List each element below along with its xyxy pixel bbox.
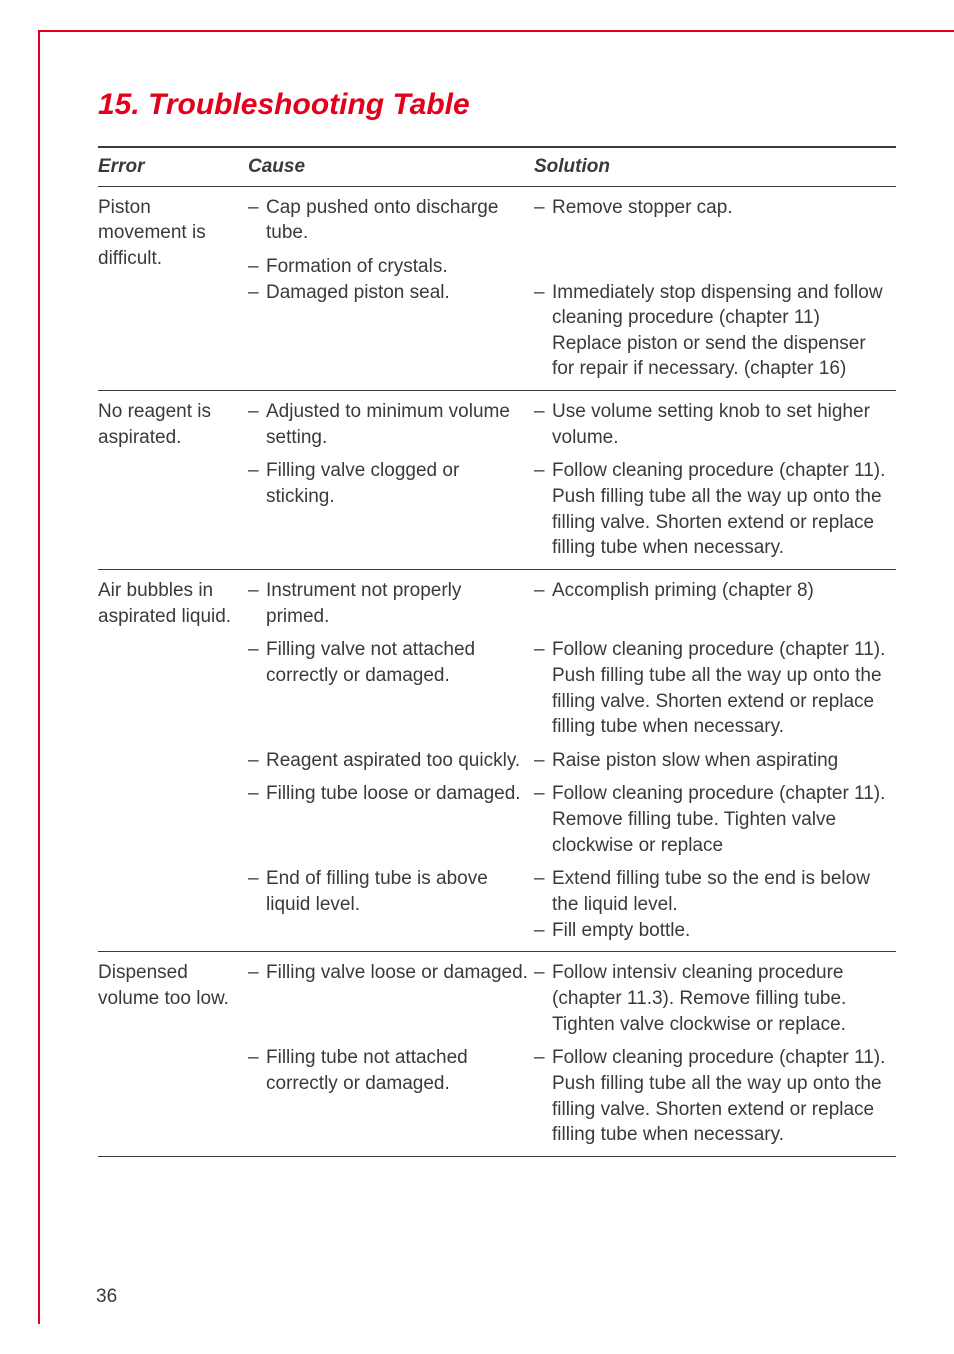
page-number: 36 [96,1286,117,1308]
solution-cell: Use volume setting knob to set higher vo… [534,391,896,459]
cause-item: Damaged piston seal. [248,280,528,306]
cause-item: Formation of crystals. [248,254,528,280]
header-error: Error [98,147,248,186]
section-title: 15. Troubleshooting Table [98,88,896,122]
solution-cell: Follow cleaning procedure (chapter 11). … [534,781,896,866]
solution-cell: Accomplish priming (chapter 8) [534,569,896,637]
solution-cell: Follow cleaning procedure (chapter 11). … [534,637,896,748]
cause-cell: Cap pushed onto discharge tube. [248,186,534,254]
cause-cell: Instrument not properly primed. [248,569,534,637]
solution-item: Accomplish priming (chapter 8) [534,578,890,604]
cause-cell: End of filling tube is above liquid leve… [248,866,534,951]
table-row: Air bubbles in aspirated liquid. Instrum… [98,569,896,637]
table-end [98,1156,896,1157]
cause-cell: Filling valve clogged or sticking. [248,458,534,569]
cause-cell: Reagent aspirated too quickly. [248,748,534,782]
cause-cell: Adjusted to minimum volume setting. [248,391,534,459]
solution-item: Follow cleaning procedure (chapter 11). … [534,458,890,561]
cause-cell: Damaged piston seal. [248,280,534,391]
solution-item: Fill empty bottle. [534,918,890,944]
solution-cell: Follow cleaning procedure (chapter 11). … [534,1045,896,1156]
header-cause: Cause [248,147,534,186]
header-solution: Solution [534,147,896,186]
cause-cell: Formation of crystals. [248,254,534,280]
cause-item: Filling valve loose or damaged. [248,960,528,986]
cause-item: Instrument not properly primed. [248,578,528,629]
solution-cell: Follow intensiv cleaning procedure (chap… [534,952,896,1045]
solution-item: Follow cleaning procedure (chapter 11). … [534,637,890,740]
solution-item: Extend filling tube so the end is below … [534,866,890,917]
cause-cell: Filling valve not attached correctly or … [248,637,534,748]
solution-item: Raise piston slow when aspirating [534,748,890,774]
solution-cell: Raise piston slow when aspirating [534,748,896,782]
cause-item: Filling tube loose or damaged. [248,781,528,807]
troubleshooting-table: Error Cause Solution Piston movement is … [98,146,896,1157]
solution-item: Follow cleaning procedure (chapter 11). … [534,781,890,858]
solution-cell [534,254,896,280]
cause-item: Adjusted to minimum volume setting. [248,399,528,450]
cause-item: Cap pushed onto discharge tube. [248,195,528,246]
error-cell: Piston movement is difficult. [98,186,248,390]
solution-item: Remove stopper cap. [534,195,890,221]
error-cell: Dispensed volume too low. [98,952,248,1156]
error-cell: Air bubbles in aspirated liquid. [98,569,248,951]
table-row: Piston movement is difficult. Cap pushed… [98,186,896,254]
cause-cell: Filling tube loose or damaged. [248,781,534,866]
cause-cell: Filling tube not attached correctly or d… [248,1045,534,1156]
cause-item: Filling tube not attached correctly or d… [248,1045,528,1096]
solution-cell: Immediately stop dispensing and follow c… [534,280,896,391]
cause-item: End of filling tube is above liquid leve… [248,866,528,917]
solution-cell: Extend filling tube so the end is below … [534,866,896,951]
solution-item: Immediately stop dispensing and follow c… [534,280,890,383]
error-cell: No reagent is aspirated. [98,391,248,570]
cause-item: Filling valve not attached correctly or … [248,637,528,688]
solution-cell: Remove stopper cap. [534,186,896,254]
solution-cell: Follow cleaning procedure (chapter 11). … [534,458,896,569]
table-row: Dispensed volume too low. Filling valve … [98,952,896,1045]
solution-item: Follow intensiv cleaning procedure (chap… [534,960,890,1037]
cause-item: Reagent aspirated too quickly. [248,748,528,774]
table-row: No reagent is aspirated. Adjusted to min… [98,391,896,459]
solution-item: Follow cleaning procedure (chapter 11). … [534,1045,890,1148]
cause-item: Filling valve clogged or sticking. [248,458,528,509]
table-header-row: Error Cause Solution [98,147,896,186]
page-frame: 15. Troubleshooting Table Error Cause So… [38,30,954,1324]
solution-item: Use volume setting knob to set higher vo… [534,399,890,450]
cause-cell: Filling valve loose or damaged. [248,952,534,1045]
